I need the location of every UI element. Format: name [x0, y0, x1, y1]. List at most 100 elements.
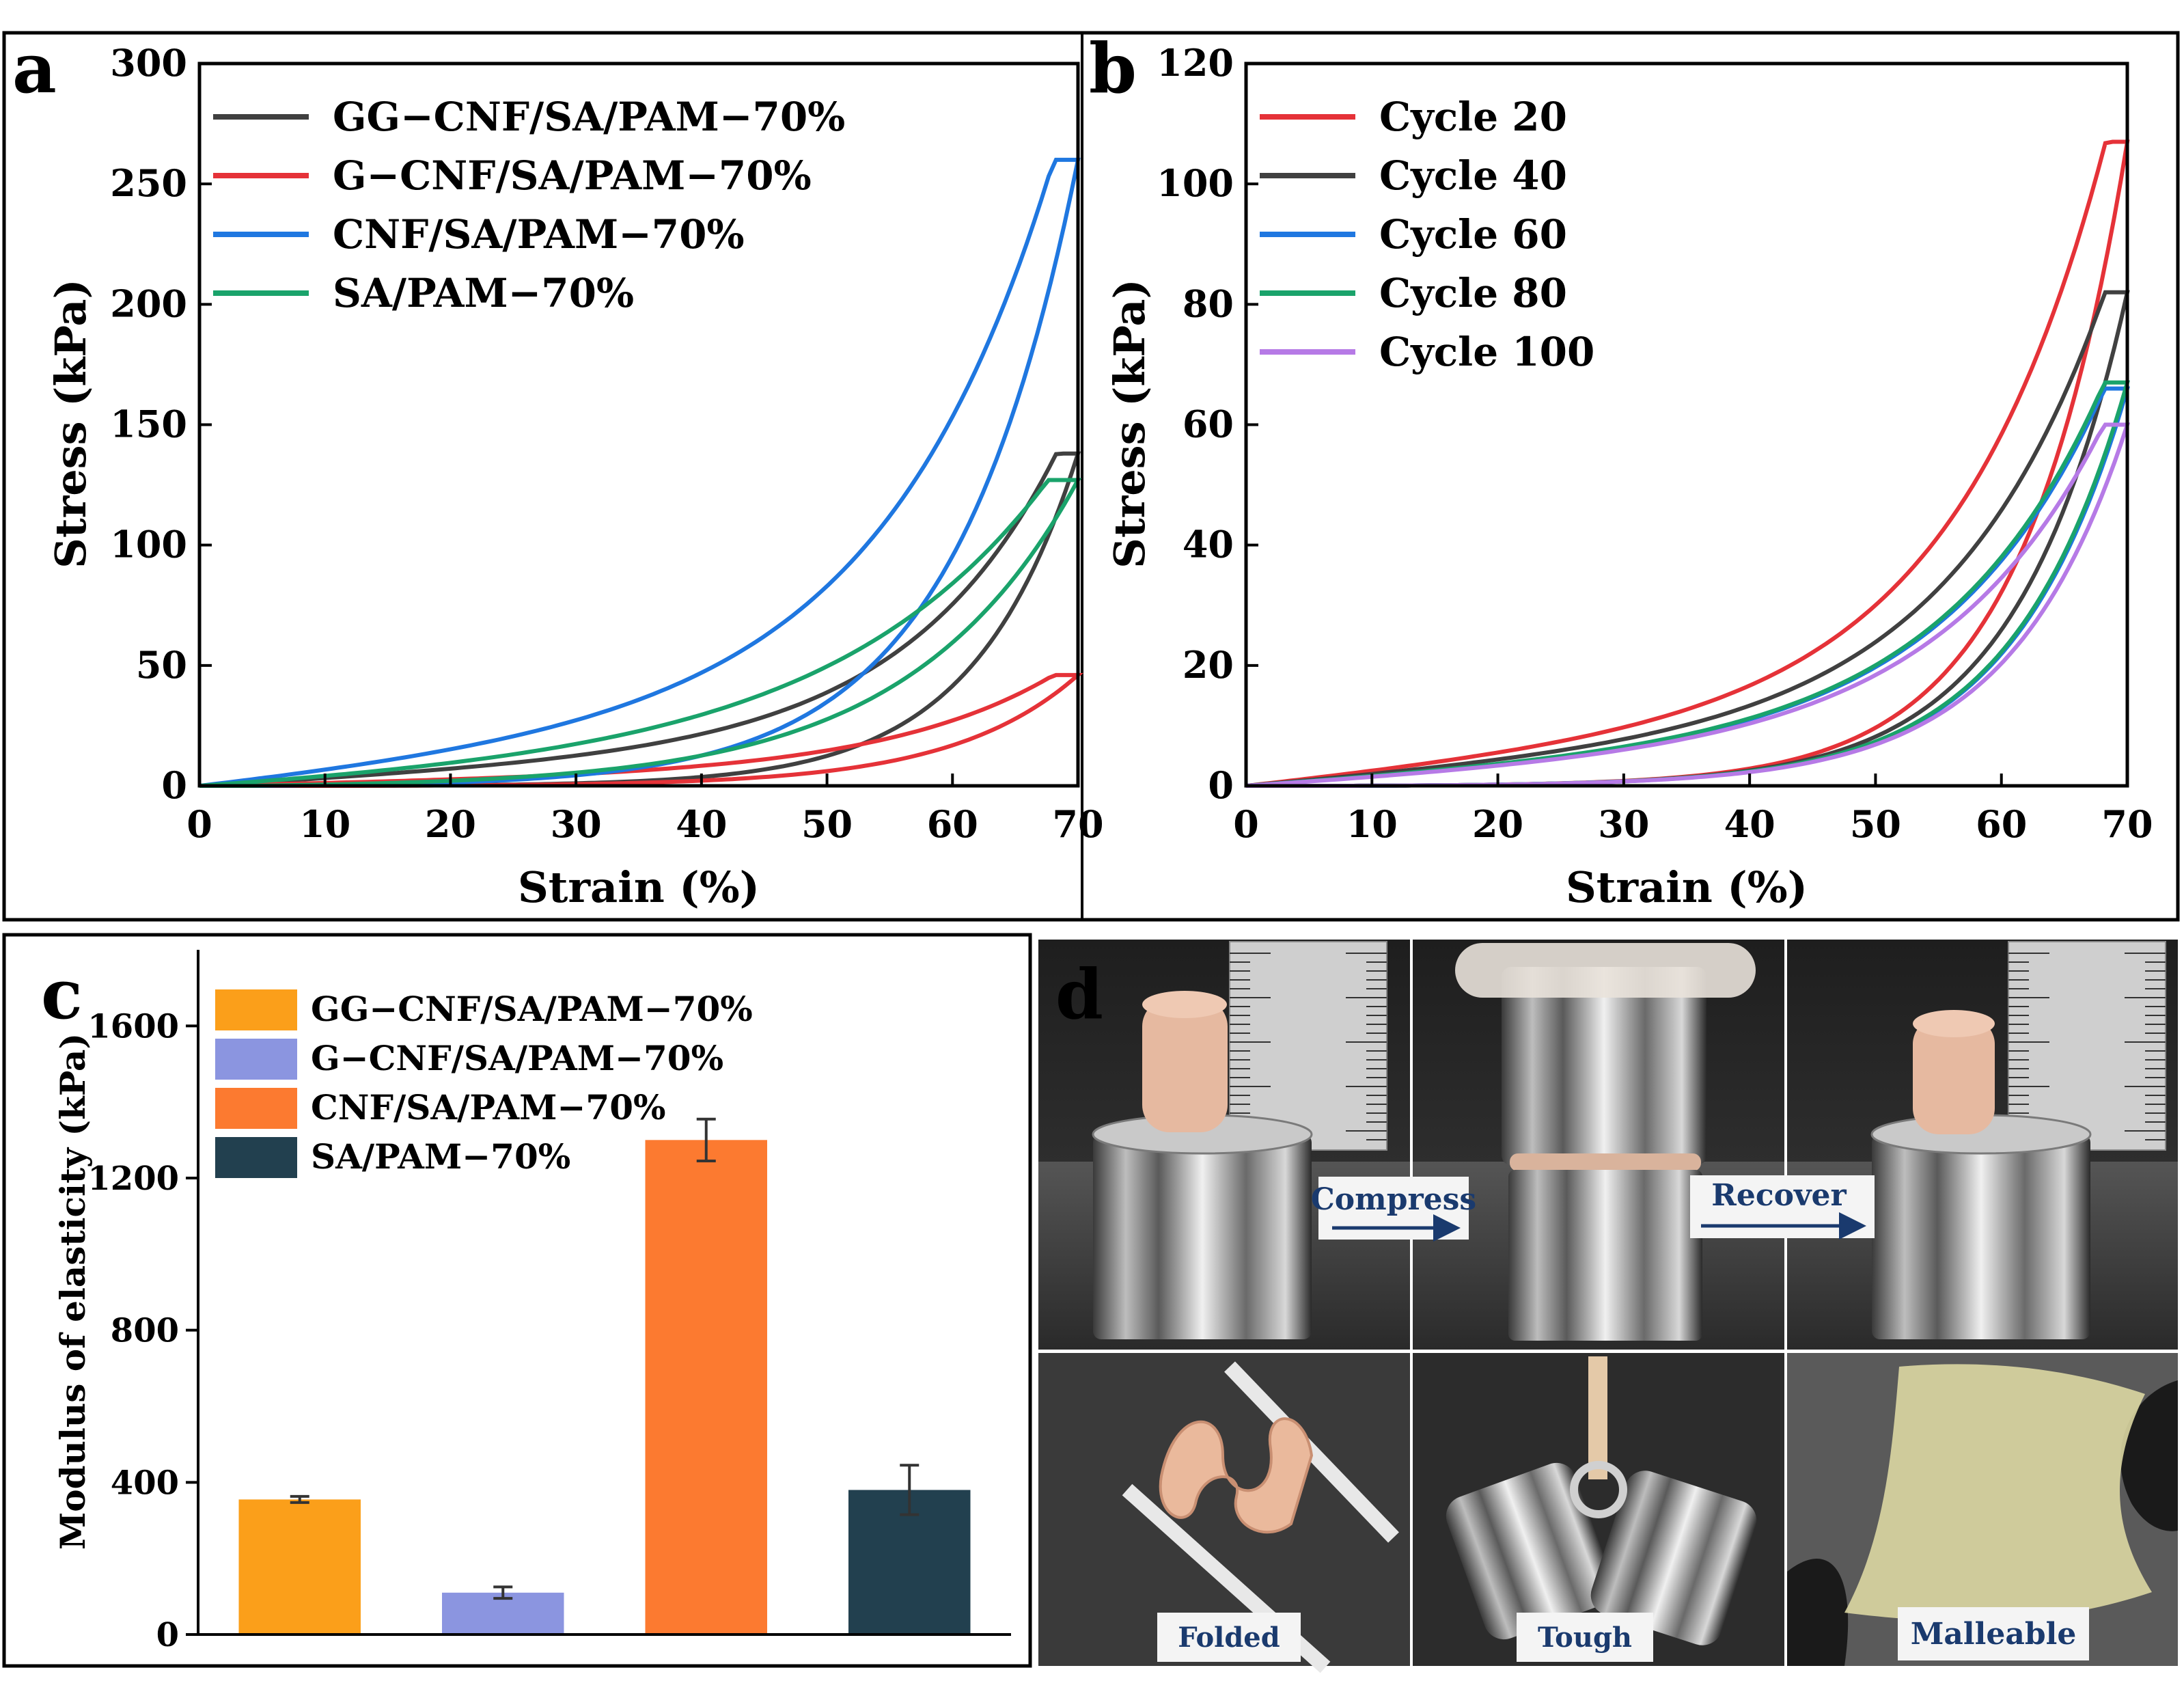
panel-letter-a: a	[12, 28, 57, 109]
panel-b-series-line-1	[1245, 290, 2130, 788]
glove-right	[2120, 1380, 2178, 1531]
panel-a-ytick-label: 50	[136, 643, 187, 687]
weight-2-top	[1502, 967, 1706, 1165]
panel-c-legend-swatch-0	[215, 989, 297, 1030]
hanging-weight-1	[1446, 1462, 1615, 1640]
panel-a-xtick-label: 50	[801, 802, 853, 846]
panel-a-ytick-label: 250	[110, 161, 187, 205]
weight-2-bottom	[1508, 1170, 1702, 1341]
panel-b-legend-label-0: Cycle 20	[1379, 94, 1567, 140]
panel-c-legend-label-3: SA/PAM−70%	[311, 1136, 570, 1177]
panel-b-legend-label-4: Cycle 100	[1379, 329, 1594, 375]
panel-a-ytick-label: 300	[110, 41, 187, 85]
panel-c-legend-label-2: CNF/SA/PAM−70%	[311, 1087, 666, 1127]
glove-left	[1787, 1559, 1849, 1666]
panel-letter-c: c	[41, 954, 83, 1035]
panel-a-xtick-label: 70	[1052, 802, 1103, 846]
hook	[1570, 1461, 1627, 1518]
panel-c-legend-label-1: G−CNF/SA/PAM−70%	[311, 1038, 723, 1078]
panel-b-series	[1245, 139, 2131, 788]
sample-1	[1142, 999, 1228, 1132]
hanger-strip	[1588, 1356, 1607, 1479]
weight-1	[1093, 1134, 1312, 1339]
sample-2	[1510, 1153, 1701, 1171]
panel-b-legend-label-2: Cycle 60	[1379, 211, 1567, 258]
panel-b-xtick-label: 40	[1724, 802, 1775, 846]
panel-a-ytick-label: 0	[161, 763, 187, 807]
hanging-weight-2	[1590, 1471, 1757, 1645]
panel-b-xtick-label: 50	[1850, 802, 1901, 846]
sample-3-top	[1913, 1010, 1995, 1037]
panel-a-chart: a 0 10 20 30 40 50 60 70 0 50 100 150 200 250 300 Stra…	[12, 28, 1104, 912]
panel-b-ytick-label: 20	[1183, 643, 1234, 687]
panel-b-plot-frame	[1244, 61, 2129, 788]
malleable-label: Malleable	[1911, 1617, 2077, 1652]
ruler-1	[1229, 941, 1387, 1151]
panel-b-ytick-label: 40	[1183, 523, 1234, 566]
panel-a-ytick-label: 200	[110, 282, 187, 325]
panel-letter-d: d	[1055, 954, 1103, 1035]
panel-a-legend-label-1: G−CNF/SA/PAM−70%	[333, 152, 812, 199]
panel-b-xtick-label: 60	[1976, 802, 2027, 846]
panel-b-series-line-0	[1245, 139, 2130, 788]
panel-a-xtick-label: 40	[676, 802, 727, 846]
panel-c-ytick-label: 400	[111, 1464, 179, 1502]
panel-b-xtick-label: 0	[1233, 802, 1259, 846]
panel-a-xtick-label: 60	[927, 802, 978, 846]
weight-3	[1872, 1134, 2090, 1339]
panel-b-xtick-label: 20	[1472, 802, 1523, 846]
malleable-label-box	[1898, 1607, 2089, 1660]
panel-c-ylabel: Modulus of elasticity (kPa)	[53, 1033, 93, 1550]
panel-a-legend: GG−CNF/SA/PAM−70% G−CNF/SA/PAM−70% CNF/SA/…	[213, 94, 845, 316]
recover-label: Recover	[1711, 1178, 1847, 1213]
panel-b-legend: Cycle 20 Cycle 40 Cycle 60 Cycle 80 Cycle 10…	[1260, 94, 1594, 375]
panel-c-legend: GG−CNF/SA/PAM−70% G−CNF/SA/PAM−70% CNF/SA/…	[215, 989, 753, 1178]
panel-b-ylabel: Stress (kPa)	[1105, 279, 1155, 569]
panel-c-frame	[2, 933, 1032, 1668]
panel-c-bars	[238, 1117, 971, 1635]
compress-label: Compress	[1311, 1182, 1476, 1217]
panel-c-ytick-label: 800	[111, 1312, 179, 1350]
panel-c-bar-2	[645, 1140, 767, 1635]
panel-a-xtick-label: 20	[425, 802, 476, 846]
panel-a-xlabel: Strain (%)	[518, 862, 760, 912]
panel-c-legend-swatch-3	[215, 1137, 297, 1178]
panel-c-ytick-label: 0	[156, 1616, 179, 1654]
panel-b-ytick-label: 0	[1208, 763, 1234, 807]
sample-1-top	[1142, 991, 1227, 1018]
panel-b-ytick-label: 80	[1183, 282, 1234, 325]
panel-c-ytick-label: 1200	[87, 1160, 179, 1198]
panel-c-legend-label-0: GG−CNF/SA/PAM−70%	[311, 989, 753, 1029]
panel-b-chart: b 0 10 20 30 40 50 60 70 0 20 40 60 80 100 120 Strain …	[1089, 28, 2153, 912]
panel-b-ytick-label: 60	[1183, 402, 1234, 446]
panel-a-xtick-label: 0	[186, 802, 212, 846]
panel-a-series-line-2	[199, 157, 1081, 788]
tough-label: Tough	[1538, 1622, 1632, 1654]
panel-a-ytick-label: 100	[110, 523, 187, 566]
panel-a-legend-label-2: CNF/SA/PAM−70%	[333, 211, 745, 258]
panel-a-ylabel: Stress (kPa)	[46, 279, 96, 569]
panel-a-xtick-label: 10	[299, 802, 350, 846]
panel-b-legend-label-1: Cycle 40	[1379, 152, 1567, 199]
panel-c-bar-0	[238, 1499, 361, 1635]
panel-a-xtick-label: 30	[551, 802, 602, 846]
panel-b-ytick-label: 100	[1157, 161, 1234, 205]
ruler-3	[2008, 941, 2166, 1151]
panel-a-legend-label-3: SA/PAM−70%	[333, 270, 634, 316]
panel-c-legend-swatch-2	[215, 1088, 297, 1129]
panel-a-series-line-3	[199, 478, 1082, 788]
panel-letter-b: b	[1089, 28, 1137, 109]
panel-b-ytick-label: 120	[1157, 41, 1234, 85]
panel-a-series	[199, 157, 1084, 788]
panel-a-series-line-0	[199, 451, 1081, 788]
panel-b-xtick-label: 30	[1598, 802, 1649, 846]
folded-label: Folded	[1178, 1622, 1280, 1654]
panel-b-xlabel: Strain (%)	[1566, 862, 1808, 912]
panel-a-legend-label-0: GG−CNF/SA/PAM−70%	[333, 94, 845, 140]
folded-sample	[1159, 1417, 1314, 1534]
panel-b-legend-label-3: Cycle 80	[1379, 270, 1567, 316]
panel-c-ytick-label: 1600	[87, 1007, 179, 1045]
tough-label-box	[1517, 1613, 1653, 1662]
panel-c-legend-swatch-1	[215, 1039, 297, 1080]
